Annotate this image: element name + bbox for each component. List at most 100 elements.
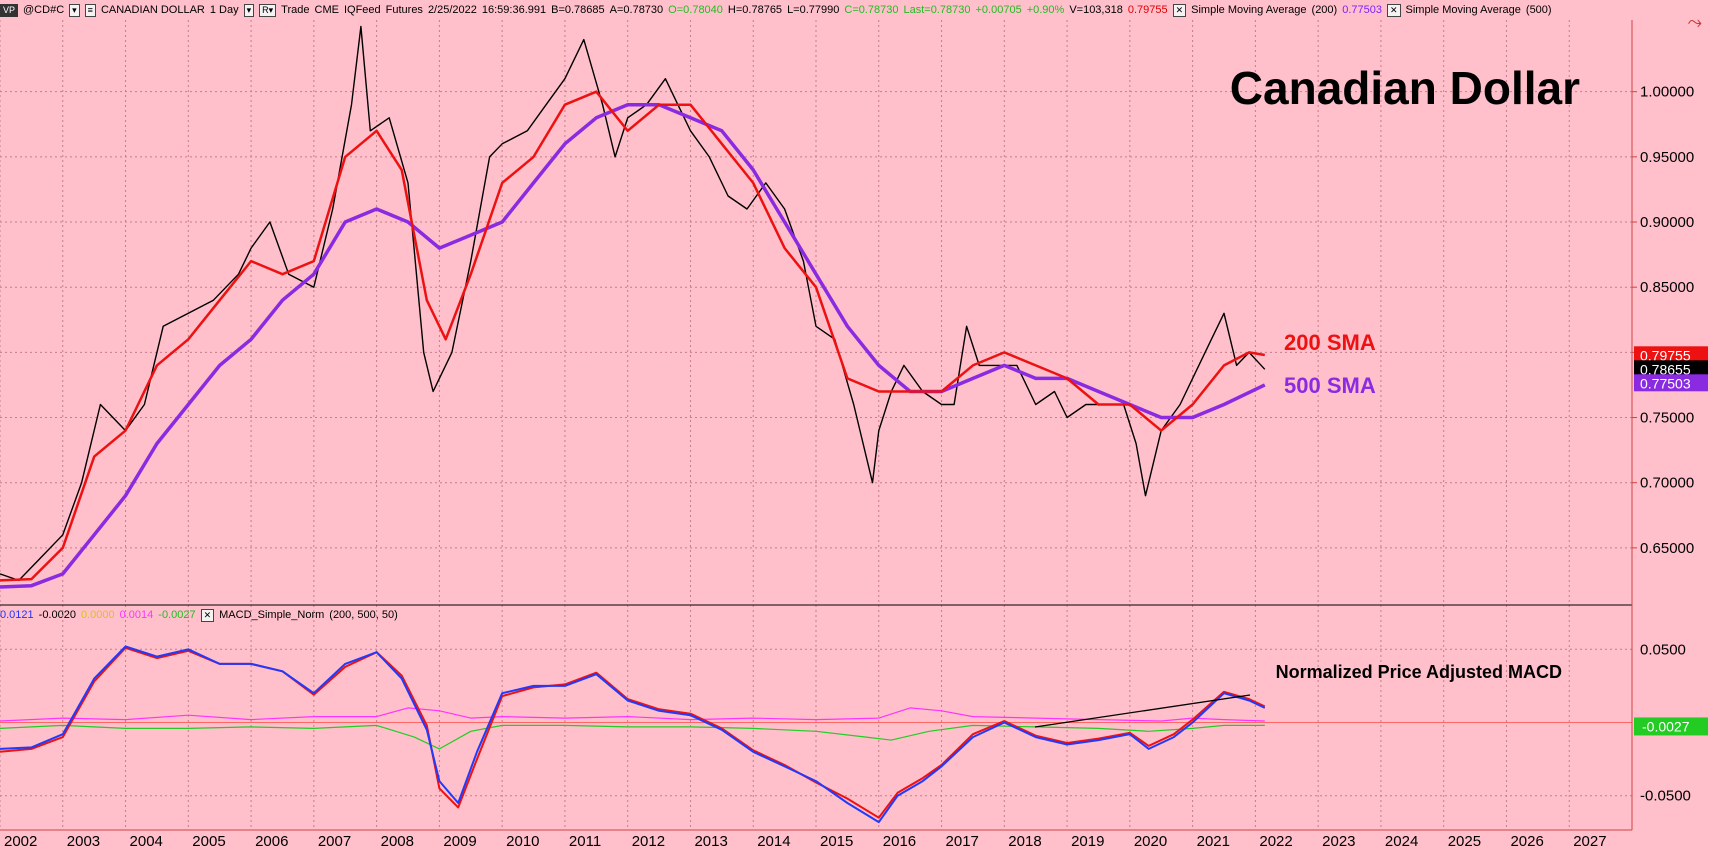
x-tick-label: 2027	[1573, 833, 1606, 850]
open-label: O=0.78040	[668, 4, 723, 16]
type-label: Futures	[385, 4, 423, 16]
grid	[0, 20, 1632, 830]
y-tick-label: 0.85000	[1640, 279, 1694, 296]
price-tag-label: -0.0027	[1642, 718, 1690, 734]
chart-trend-icon[interactable]: ⤳	[1687, 12, 1702, 32]
price-tag-label: 0.77503	[1640, 375, 1691, 391]
series-layer	[0, 25, 1266, 824]
symbol-dropdown-icon[interactable]: ▾	[69, 3, 80, 17]
price-tag: 0.78655	[1634, 360, 1708, 378]
x-tick-label: 2010	[506, 833, 539, 850]
macd-signal-line	[0, 646, 1266, 819]
x-tick-label: 2018	[1008, 833, 1041, 850]
macd-green-line	[0, 724, 1265, 750]
x-tick-label: 2020	[1134, 833, 1167, 850]
macd-value-3: 0.0000	[80, 609, 115, 621]
macd-value-5: -0.0027	[158, 609, 196, 621]
price-tag: 0.77503	[1634, 374, 1708, 392]
change-pct-label: +0.90%	[1026, 4, 1065, 16]
y-tick-label: 0.75000	[1640, 410, 1694, 427]
x-tick-label: 2003	[67, 833, 100, 850]
bid-label: B=0.78685	[551, 4, 605, 16]
macd-value-4: 0.0014	[119, 609, 154, 621]
high-label: H=0.78765	[727, 4, 783, 16]
sma200-annotation: 200 SMA	[1284, 330, 1376, 355]
y-tick-label: 1.00000	[1640, 84, 1694, 101]
change-label: +0.00705	[975, 4, 1022, 16]
y-tick-label: 0.95000	[1640, 149, 1694, 166]
instrument-name: CANADIAN DOLLAR	[100, 4, 205, 16]
x-tick-label: 2023	[1322, 833, 1355, 850]
close-study-icon[interactable]: ✕	[1386, 3, 1401, 17]
vp-button[interactable]: VP	[0, 3, 19, 17]
interval-dropdown-icon[interactable]: ▾	[243, 3, 255, 17]
x-tick-label: 2008	[381, 833, 414, 850]
x-tick-label: 2019	[1071, 833, 1104, 850]
trade-label[interactable]: Trade	[281, 4, 310, 16]
macd-value-1: 0.0121	[0, 609, 34, 621]
r-button-label: R	[262, 4, 269, 15]
macd-value-2: -0.0020	[38, 609, 76, 621]
x-tick-label: 2009	[443, 833, 476, 850]
time-label: 16:59:36.991	[481, 4, 547, 16]
macd-price-tag: -0.0027	[1634, 717, 1708, 736]
x-tick-label: 2014	[757, 833, 790, 850]
x-tick-label: 2022	[1259, 833, 1292, 850]
sma2-label[interactable]: Simple Moving Average	[1405, 4, 1521, 16]
chart-toolbar: VP @CD#C ▾ ≡ CANADIAN DOLLAR 1 Day ▾ R▾ …	[0, 0, 1710, 20]
macd-magenta-line	[0, 707, 1265, 722]
price-line	[0, 25, 1266, 582]
r-button[interactable]: R▾	[259, 3, 277, 17]
x-tick-label: 2004	[130, 833, 163, 850]
last-label: Last=0.78730	[903, 4, 971, 16]
sma500-line	[0, 102, 1266, 589]
macd-line	[0, 645, 1266, 824]
feed-label: IQFeed	[343, 4, 381, 16]
sma500-annotation: 500 SMA	[1284, 373, 1376, 398]
sma200-value: 0.79755	[1127, 4, 1168, 16]
macd-title: Normalized Price Adjusted MACD	[1276, 662, 1562, 682]
volume-label: V=103,318	[1069, 4, 1123, 16]
y-tick-label: 0.65000	[1640, 540, 1694, 557]
trendline[interactable]	[1034, 694, 1251, 728]
date-label: 2/25/2022	[427, 4, 477, 16]
x-tick-label: 2025	[1448, 833, 1481, 850]
price-tag-box	[1634, 346, 1708, 364]
axis-layer: 2002 2003 2004 2005 2006 2007 2008 2009 2010 2011…	[4, 84, 1708, 850]
close-label: C=0.78730	[844, 4, 899, 16]
x-tick-label: 2012	[632, 833, 665, 850]
price-tag-label: 0.78655	[1640, 361, 1691, 377]
x-tick-label: 2006	[255, 833, 288, 850]
exchange-label: CME	[314, 4, 339, 16]
price-tag-label: 0.79755	[1640, 347, 1691, 363]
ask-label: A=0.78730	[609, 4, 664, 16]
x-tick-label: 2024	[1385, 833, 1418, 850]
macd-study-params: (200, 500, 50)	[329, 609, 398, 621]
y-tick-label: 0.70000	[1640, 475, 1694, 492]
sma1-label[interactable]: Simple Moving Average	[1191, 4, 1307, 16]
x-tick-label: 2015	[820, 833, 853, 850]
symbol-label[interactable]: @CD#C	[23, 4, 65, 16]
price-tag-box	[1634, 717, 1708, 736]
close-study-icon[interactable]: ✕	[200, 608, 215, 622]
low-label: L=0.77990	[787, 4, 840, 16]
macd-study-name[interactable]: MACD_Simple_Norm	[219, 609, 325, 621]
x-tick-label: 2002	[4, 833, 37, 850]
symbol-menu-icon[interactable]: ≡	[84, 3, 96, 17]
x-tick-label: 2011	[569, 833, 601, 850]
price-tag: 0.79755	[1634, 346, 1708, 364]
x-tick-label: 2021	[1197, 833, 1230, 850]
price-tag-box	[1634, 374, 1708, 392]
x-tick-label: 2016	[883, 833, 916, 850]
x-tick-label: 2013	[694, 833, 727, 850]
sma500-value: 0.77503	[1342, 4, 1382, 16]
x-tick-label: 2007	[318, 833, 351, 850]
interval-label[interactable]: 1 Day	[209, 4, 239, 16]
y-tick-label: 0.90000	[1640, 214, 1694, 231]
x-tick-label: 2026	[1510, 833, 1543, 850]
chart-title: Canadian Dollar	[1230, 62, 1580, 114]
close-study-icon[interactable]: ✕	[1172, 3, 1187, 17]
macd-y-tick-label: -0.0500	[1640, 788, 1691, 805]
macd-legend: 0.0121 -0.0020 0.0000 0.0014 -0.0027 ✕ M…	[0, 607, 403, 623]
